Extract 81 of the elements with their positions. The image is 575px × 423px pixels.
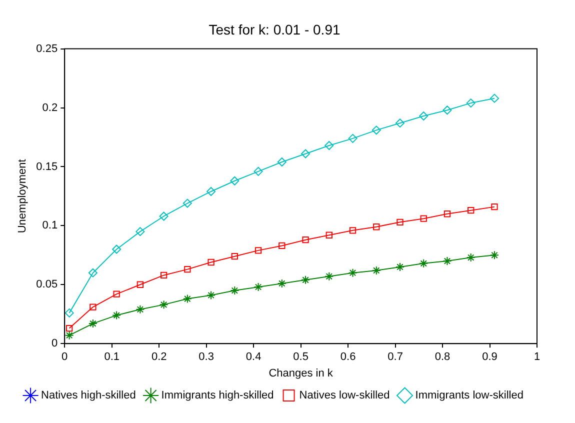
point [113, 290, 120, 298]
legend-label: Natives high-skilled [41, 390, 136, 402]
point [64, 308, 74, 318]
point [373, 224, 380, 230]
y-tick-label: 0.1 [42, 220, 58, 232]
point [396, 118, 405, 128]
point [90, 304, 96, 310]
legend-label: Immigrants low-skilled [415, 390, 524, 402]
point [442, 106, 452, 115]
x-tick-label: 0 [62, 351, 68, 364]
point [466, 98, 476, 108]
point [254, 282, 263, 292]
point [88, 319, 98, 328]
x-tick-label: 0.7 [388, 351, 403, 364]
point [372, 126, 381, 135]
point [182, 198, 192, 208]
y-tick-label: 0.25 [36, 42, 58, 55]
point [396, 218, 404, 226]
legend-label: Immigrants high-skilled [161, 390, 274, 402]
point [136, 281, 144, 288]
point [420, 215, 427, 222]
point [396, 262, 405, 272]
point [349, 227, 356, 234]
point [372, 266, 381, 275]
point [468, 207, 474, 214]
point [136, 304, 145, 314]
point [206, 290, 216, 300]
point [88, 268, 98, 278]
y-tick-label: 0.2 [42, 102, 58, 114]
point [490, 94, 499, 103]
point [326, 232, 332, 238]
point [324, 272, 334, 281]
point [184, 266, 191, 273]
point [159, 300, 168, 310]
x-tick-label: 1 [534, 351, 540, 364]
x-tick-label: 0.8 [434, 351, 450, 364]
point [466, 253, 476, 262]
x-tick-label: 0.3 [198, 351, 214, 364]
point [230, 176, 240, 186]
chart-title: Test for k: 0.01 - 0.91 [208, 21, 340, 38]
x-tick-label: 0.9 [482, 351, 498, 364]
point [230, 286, 240, 296]
point [66, 324, 73, 332]
point [136, 227, 145, 236]
point [277, 278, 286, 288]
point [254, 247, 262, 254]
point [419, 258, 428, 268]
point [491, 203, 498, 210]
x-tick-label: 0.5 [293, 351, 308, 364]
point [442, 256, 452, 266]
y-tick-label: 0.15 [36, 160, 58, 173]
point [348, 268, 358, 278]
legend-label: Natives low-skilled [299, 390, 390, 402]
point [278, 242, 286, 250]
y-tick-label: 0.05 [36, 278, 58, 291]
x-tick-label: 0.6 [340, 351, 356, 364]
x-tick-label: 0.4 [246, 351, 262, 364]
x-tick-label: 0.2 [151, 351, 167, 364]
x-axis-title: Changes in k [268, 367, 334, 380]
y-axis-title: Unemployment [16, 159, 29, 234]
point [302, 236, 309, 244]
point [301, 275, 310, 284]
point [160, 272, 168, 279]
point [301, 149, 310, 158]
point [348, 134, 358, 143]
point [277, 158, 286, 167]
point [324, 140, 334, 150]
point [64, 330, 74, 340]
point [182, 294, 192, 304]
point [159, 212, 168, 221]
point [490, 250, 499, 260]
point [112, 310, 122, 320]
point [254, 166, 263, 176]
x-tick-label: 0.1 [104, 351, 120, 364]
point [208, 258, 214, 266]
point [112, 244, 122, 254]
point [419, 112, 428, 121]
point [231, 253, 238, 260]
point [444, 210, 451, 218]
y-tick-label: 0 [51, 338, 58, 350]
point [206, 186, 216, 196]
